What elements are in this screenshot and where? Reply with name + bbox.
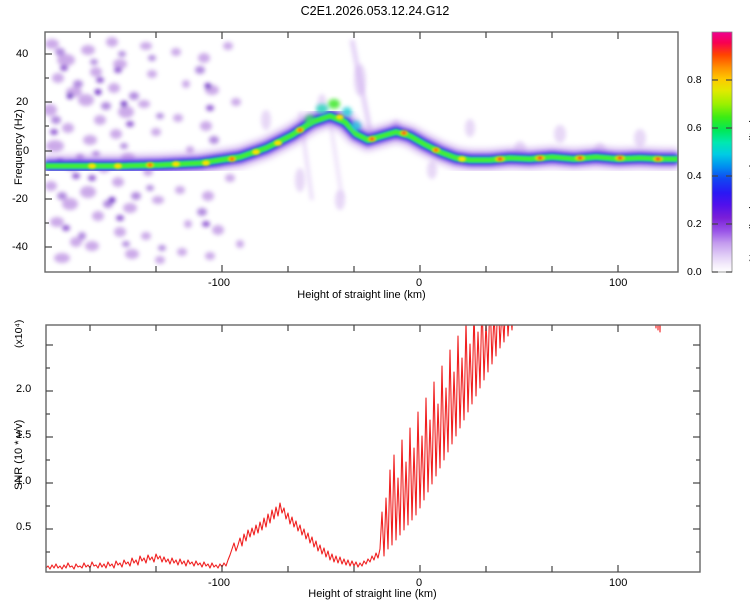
- snr-y-axis-label: SNR (10 * v/v): [13, 419, 25, 490]
- spectrogram-y-ticks: [45, 53, 52, 248]
- snr-ytick-05: 0.5: [16, 521, 32, 533]
- spec-ytick-40: 40: [16, 48, 29, 60]
- colorbar-ticks: [712, 79, 732, 273]
- snr-y-scale-annotation: (x10⁴): [13, 319, 25, 348]
- snr-x-axis-label: Height of straight line (km): [308, 588, 437, 600]
- snr-ytick-20: 2.0: [16, 383, 32, 395]
- spec-ytick-20: 20: [16, 96, 29, 108]
- spec-ytick-0: 0: [23, 145, 30, 157]
- cbar-tick-08: 0.8: [687, 74, 702, 86]
- snr-frame: [45, 324, 701, 573]
- spec-xtick-100: 100: [609, 277, 628, 289]
- snr-xtick-0: 0: [416, 577, 423, 589]
- snr-plot-area: [46, 325, 700, 572]
- snr-xtick-m100: -100: [208, 577, 231, 589]
- cbar-tick-06: 0.6: [687, 122, 702, 134]
- noise-speckle: [45, 37, 646, 264]
- spectrogram-x-axis-label: Height of straight line (km): [297, 289, 426, 301]
- page-title: C2E1.2026.053.12.24.G12: [300, 4, 450, 18]
- colorbar: [711, 31, 733, 273]
- spec-ytick-m20: -20: [12, 193, 28, 205]
- spectrogram-panel: [44, 31, 679, 273]
- ridge-hotspots: [88, 114, 663, 169]
- snr-series: [46, 325, 661, 570]
- snr-xtick-100: 100: [609, 577, 628, 589]
- spec-ytick-m40: -40: [12, 241, 28, 253]
- snr-ytick-10: 1.0: [16, 475, 32, 487]
- snr-y-ticks: [46, 344, 700, 553]
- colorbar-gradient: [712, 32, 732, 272]
- snr-curve: [46, 325, 661, 570]
- spectrogram-image: [45, 37, 678, 264]
- snr-ytick-15: 1.5: [16, 429, 32, 441]
- spectrogram-x-ticks: [89, 32, 619, 272]
- snr-panel: [45, 324, 701, 573]
- ridge-satellite-blobs: [305, 99, 361, 131]
- spec-xtick-0: 0: [416, 277, 423, 289]
- spectrogram-frame: [44, 31, 679, 273]
- cbar-tick-02: 0.2: [687, 218, 702, 230]
- cbar-tick-0: 0.0: [687, 266, 702, 278]
- spec-xtick-m100: -100: [208, 277, 231, 289]
- colorbar-frame: [711, 31, 733, 273]
- spectrogram-y-axis-label: Frequency (Hz): [13, 109, 25, 185]
- snr-x-ticks: [89, 325, 619, 572]
- cbar-tick-04: 0.4: [687, 170, 702, 182]
